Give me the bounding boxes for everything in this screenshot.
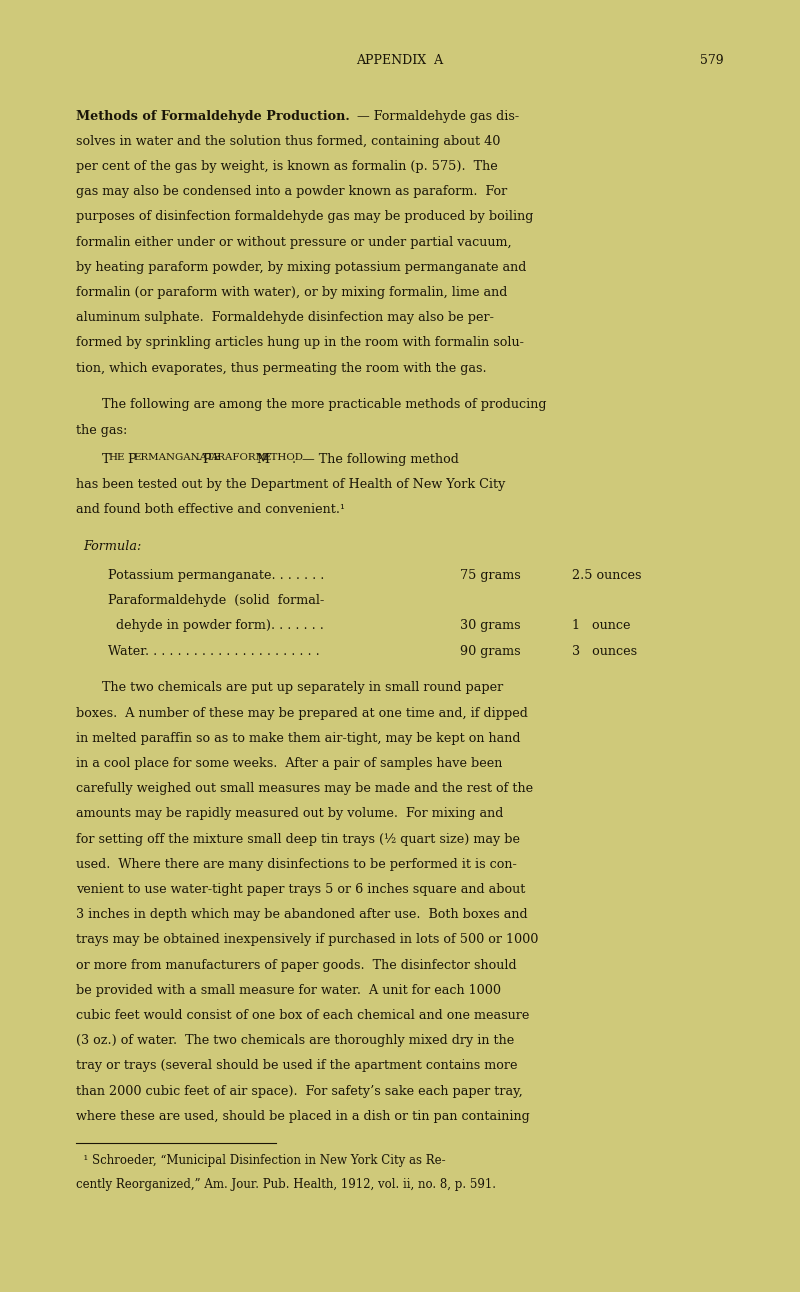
Text: amounts may be rapidly measured out by volume.  For mixing and: amounts may be rapidly measured out by v… (76, 808, 503, 820)
Text: than 2000 cubic feet of air space).  For safety’s sake each paper tray,: than 2000 cubic feet of air space). For … (76, 1084, 522, 1097)
Text: 90 grams: 90 grams (460, 645, 521, 658)
Text: P: P (202, 452, 211, 465)
Text: ERMANGANATE: ERMANGANATE (134, 452, 222, 461)
Text: cubic feet would consist of one box of each chemical and one measure: cubic feet would consist of one box of e… (76, 1009, 530, 1022)
Text: formalin (or paraform with water), or by mixing formalin, lime and: formalin (or paraform with water), or by… (76, 286, 507, 298)
Text: in a cool place for some weeks.  After a pair of samples have been: in a cool place for some weeks. After a … (76, 757, 502, 770)
Text: and found both effective and convenient.¹: and found both effective and convenient.… (76, 503, 345, 516)
Text: carefully weighed out small measures may be made and the rest of the: carefully weighed out small measures may… (76, 782, 533, 795)
Text: has been tested out by the Department of Health of New York City: has been tested out by the Department of… (76, 478, 506, 491)
Text: Paraformaldehyde  (solid  formal-: Paraformaldehyde (solid formal- (108, 594, 324, 607)
Text: ¹ Schroeder, “Municipal Disinfection in New York City as Re-: ¹ Schroeder, “Municipal Disinfection in … (76, 1154, 446, 1167)
Text: 3   ounces: 3 ounces (572, 645, 637, 658)
Text: trays may be obtained inexpensively if purchased in lots of 500 or 1000: trays may be obtained inexpensively if p… (76, 933, 538, 946)
Text: venient to use water-tight paper trays 5 or 6 inches square and about: venient to use water-tight paper trays 5… (76, 882, 526, 895)
Text: be provided with a small measure for water.  A unit for each 1000: be provided with a small measure for wat… (76, 983, 501, 996)
Text: 579: 579 (700, 54, 724, 67)
Text: ETHOD: ETHOD (263, 452, 303, 461)
Text: M: M (256, 452, 270, 465)
Text: 30 grams: 30 grams (460, 619, 521, 632)
Text: ARAFORM: ARAFORM (210, 452, 266, 461)
Text: Formula:: Formula: (84, 540, 142, 553)
Text: The two chemicals are put up separately in small round paper: The two chemicals are put up separately … (102, 681, 503, 694)
Text: .: . (291, 452, 295, 465)
Text: T: T (102, 452, 110, 465)
Text: solves in water and the solution thus formed, containing about 40: solves in water and the solution thus fo… (76, 134, 500, 147)
Text: gas may also be condensed into a powder known as paraform.  For: gas may also be condensed into a powder … (76, 185, 507, 198)
Text: — Formaldehyde gas dis-: — Formaldehyde gas dis- (354, 110, 519, 123)
Text: in melted paraffin so as to make them air-tight, may be kept on hand: in melted paraffin so as to make them ai… (76, 731, 521, 744)
Text: aluminum sulphate.  Formaldehyde disinfection may also be per-: aluminum sulphate. Formaldehyde disinfec… (76, 311, 494, 324)
Text: formalin either under or without pressure or under partial vacuum,: formalin either under or without pressur… (76, 235, 512, 248)
Text: dehyde in powder form). . . . . . .: dehyde in powder form). . . . . . . (116, 619, 323, 632)
Text: Water. . . . . . . . . . . . . . . . . . . . . .: Water. . . . . . . . . . . . . . . . . .… (108, 645, 320, 658)
Text: -: - (196, 452, 200, 465)
Text: HE: HE (109, 452, 125, 461)
Text: P: P (127, 452, 135, 465)
Text: the gas:: the gas: (76, 424, 127, 437)
Text: 75 grams: 75 grams (460, 568, 521, 581)
Text: Methods of Formaldehyde Production.: Methods of Formaldehyde Production. (76, 110, 350, 123)
Text: cently Reorganized,” Am. Jour. Pub. Health, 1912, vol. ii, no. 8, p. 591.: cently Reorganized,” Am. Jour. Pub. Heal… (76, 1178, 496, 1191)
Text: for setting off the mixture small deep tin trays (½ quart size) may be: for setting off the mixture small deep t… (76, 832, 520, 845)
Text: formed by sprinkling articles hung up in the room with formalin solu-: formed by sprinkling articles hung up in… (76, 336, 524, 349)
Text: where these are used, should be placed in a dish or tin pan containing: where these are used, should be placed i… (76, 1110, 530, 1123)
Text: APPENDIX  A: APPENDIX A (357, 54, 443, 67)
Text: tray or trays (several should be used if the apartment contains more: tray or trays (several should be used if… (76, 1059, 518, 1072)
Text: 2.5 ounces: 2.5 ounces (572, 568, 642, 581)
Text: (3 oz.) of water.  The two chemicals are thoroughly mixed dry in the: (3 oz.) of water. The two chemicals are … (76, 1034, 514, 1047)
Text: by heating paraform powder, by mixing potassium permanganate and: by heating paraform powder, by mixing po… (76, 261, 526, 274)
Text: boxes.  A number of these may be prepared at one time and, if dipped: boxes. A number of these may be prepared… (76, 707, 528, 720)
Text: 1   ounce: 1 ounce (572, 619, 630, 632)
Text: 3 inches in depth which may be abandoned after use.  Both boxes and: 3 inches in depth which may be abandoned… (76, 908, 528, 921)
Text: tion, which evaporates, thus permeating the room with the gas.: tion, which evaporates, thus permeating … (76, 362, 486, 375)
Text: Potassium permanganate. . . . . . .: Potassium permanganate. . . . . . . (108, 568, 324, 581)
Text: or more from manufacturers of paper goods.  The disinfector should: or more from manufacturers of paper good… (76, 959, 517, 972)
Text: used.  Where there are many disinfections to be performed it is con-: used. Where there are many disinfections… (76, 858, 517, 871)
Text: — The following method: — The following method (298, 452, 459, 465)
Text: per cent of the gas by weight, is known as formalin (p. 575).  The: per cent of the gas by weight, is known … (76, 160, 498, 173)
Text: purposes of disinfection formaldehyde gas may be produced by boiling: purposes of disinfection formaldehyde ga… (76, 211, 534, 224)
Text: The following are among the more practicable methods of producing: The following are among the more practic… (102, 398, 546, 411)
